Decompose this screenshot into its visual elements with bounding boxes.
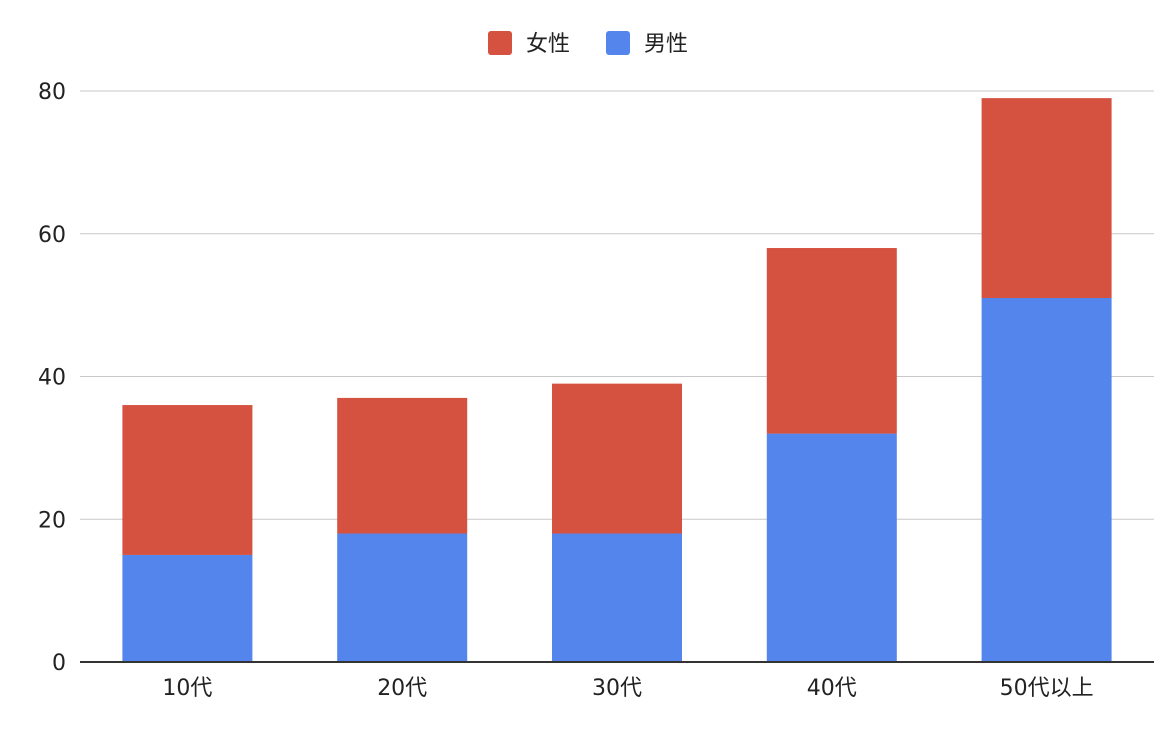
- bar-male-4: [981, 297, 1112, 662]
- x-tick-label: 30代: [592, 676, 642, 701]
- y-tick-label: 20: [38, 508, 66, 533]
- y-tick-label: 80: [38, 80, 66, 105]
- bar-male-2: [552, 533, 682, 662]
- bar-female-4: [981, 98, 1112, 298]
- legend: 女性 男性: [488, 31, 688, 57]
- bar-male-0: [122, 554, 253, 662]
- x-tick-label: 50代以上: [1000, 676, 1094, 701]
- bar-female-3: [766, 248, 897, 434]
- y-tick-label: 60: [38, 223, 66, 248]
- y-tick-label: 40: [38, 366, 66, 391]
- bar-female-2: [552, 383, 682, 534]
- bar-female-0: [122, 405, 253, 555]
- x-tick-label: 40代: [807, 676, 857, 701]
- legend-swatch-female: [488, 31, 512, 55]
- y-tick-label: 0: [52, 651, 66, 676]
- x-tick-label: 10代: [162, 676, 212, 701]
- legend-label-female: 女性: [526, 32, 570, 57]
- bar-female-1: [337, 397, 468, 534]
- legend-swatch-male: [606, 31, 630, 55]
- bar-male-3: [766, 433, 897, 662]
- axes: 0 20 40 60 80 10代 20代 30代 40代 50代以上: [38, 80, 1154, 701]
- legend-label-male: 男性: [644, 32, 688, 57]
- bar-male-1: [337, 533, 468, 662]
- bars: [122, 98, 1112, 662]
- x-tick-label: 20代: [377, 676, 427, 701]
